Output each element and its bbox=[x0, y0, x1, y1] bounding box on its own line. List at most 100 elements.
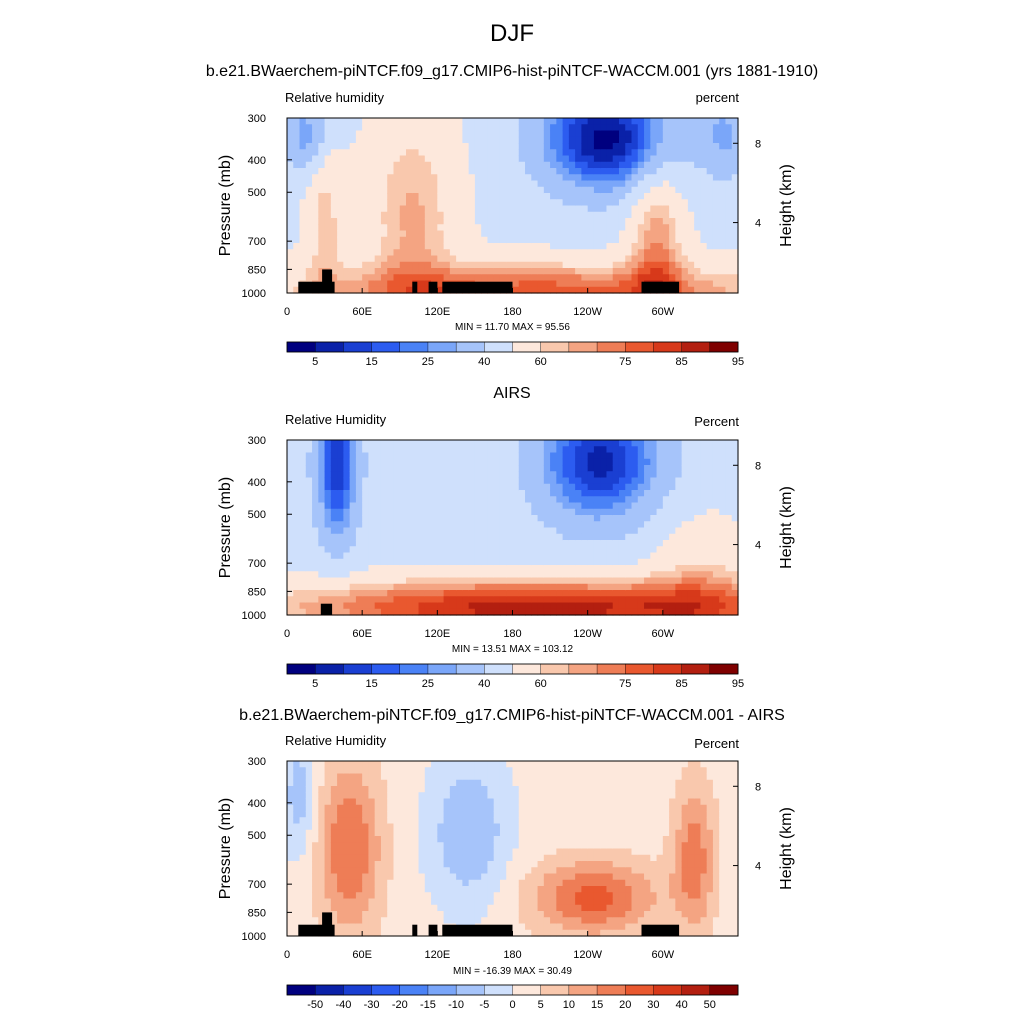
heatmap-cell bbox=[719, 471, 727, 479]
heatmap-cell bbox=[406, 193, 413, 200]
heatmap-cell bbox=[587, 261, 595, 269]
heatmap-cell bbox=[362, 558, 370, 566]
heatmap-cell bbox=[481, 602, 489, 610]
heatmap-cell bbox=[637, 224, 645, 232]
heatmap-cell bbox=[287, 892, 294, 900]
heatmap-cell bbox=[393, 811, 401, 818]
heatmap-cell bbox=[406, 236, 413, 244]
heatmap-cell bbox=[669, 471, 676, 479]
heatmap-cell bbox=[330, 521, 338, 529]
heatmap-cell bbox=[543, 224, 551, 232]
heatmap-cell bbox=[399, 483, 407, 491]
heatmap-cell bbox=[462, 143, 470, 150]
heatmap-cell bbox=[468, 268, 476, 275]
heatmap-cell bbox=[568, 255, 576, 263]
heatmap-cell bbox=[481, 508, 489, 516]
heatmap-cell bbox=[424, 886, 432, 893]
heatmap-cell bbox=[387, 180, 395, 188]
heatmap-cell bbox=[393, 193, 401, 200]
heatmap-cell bbox=[725, 571, 733, 579]
heatmap-cell bbox=[362, 471, 370, 479]
heatmap-cell bbox=[418, 854, 426, 862]
heatmap-cell bbox=[518, 224, 526, 232]
heatmap-cell bbox=[349, 268, 357, 275]
heatmap-cell bbox=[293, 798, 301, 806]
heatmap-cell bbox=[474, 211, 482, 219]
heatmap-cell bbox=[287, 861, 294, 868]
heatmap-cell bbox=[499, 546, 507, 554]
heatmap-cell bbox=[587, 533, 595, 541]
heatmap-cell bbox=[374, 811, 382, 818]
heatmap-cell bbox=[330, 836, 338, 843]
heatmap-cell bbox=[305, 577, 313, 585]
heatmap-cell bbox=[305, 149, 313, 157]
heatmap-cell bbox=[474, 186, 482, 194]
heatmap-cell bbox=[525, 440, 532, 447]
heatmap-cell bbox=[387, 608, 395, 616]
heatmap-cell bbox=[312, 205, 319, 213]
heatmap-cell bbox=[343, 268, 351, 275]
heatmap-cell bbox=[612, 527, 620, 535]
heatmap-cell bbox=[512, 477, 520, 485]
heatmap-cell bbox=[456, 155, 463, 163]
heatmap-cell bbox=[506, 483, 514, 491]
heatmap-cell bbox=[362, 496, 370, 504]
heatmap-cell bbox=[431, 886, 438, 893]
heatmap-cell bbox=[349, 521, 357, 529]
heatmap-cell bbox=[625, 533, 633, 541]
heatmap-cell bbox=[406, 811, 413, 818]
heatmap-cell bbox=[299, 917, 307, 925]
heatmap-cell bbox=[518, 602, 526, 610]
heatmap-cell bbox=[374, 842, 382, 850]
heatmap-cell bbox=[380, 552, 388, 560]
heatmap-cell bbox=[368, 786, 376, 793]
y-tick-label: 500 bbox=[248, 509, 266, 521]
heatmap-cell bbox=[299, 540, 307, 547]
heatmap-cell bbox=[675, 515, 683, 522]
heatmap-cell bbox=[712, 452, 720, 460]
heatmap-cell bbox=[600, 161, 608, 169]
heatmap-cell bbox=[581, 458, 589, 466]
heatmap-cell bbox=[600, 596, 608, 604]
heatmap-cell bbox=[312, 174, 319, 182]
heatmap-cell bbox=[694, 502, 702, 510]
heatmap-cell bbox=[412, 193, 420, 200]
heatmap-cell bbox=[512, 533, 520, 541]
heatmap-cell bbox=[406, 124, 413, 132]
heatmap-cell bbox=[687, 508, 695, 516]
heatmap-cell bbox=[362, 879, 370, 887]
heatmap-cell bbox=[287, 811, 294, 818]
heatmap-cell bbox=[562, 446, 570, 454]
heatmap-cell bbox=[644, 205, 651, 213]
heatmap-cell bbox=[437, 873, 445, 881]
heatmap-cell bbox=[468, 249, 476, 257]
heatmap-cell bbox=[437, 892, 445, 900]
heatmap-cell bbox=[587, 446, 595, 454]
heatmap-cell bbox=[606, 458, 614, 466]
heatmap-cell bbox=[387, 186, 395, 194]
heatmap-cell bbox=[606, 130, 614, 138]
heatmap-cell bbox=[355, 923, 363, 931]
heatmap-cell bbox=[456, 761, 463, 768]
heatmap-cell bbox=[293, 811, 301, 818]
heatmap-cell bbox=[374, 848, 382, 856]
heatmap-cell bbox=[374, 558, 382, 566]
heatmap-cell bbox=[675, 136, 683, 144]
heatmap-cell bbox=[406, 155, 413, 163]
heatmap-cell bbox=[606, 558, 614, 566]
heatmap-cell bbox=[700, 161, 708, 169]
heatmap-cell bbox=[349, 886, 357, 893]
heatmap-cell bbox=[593, 136, 601, 144]
heatmap-cell bbox=[481, 218, 489, 225]
heatmap-cell bbox=[568, 583, 576, 591]
heatmap-cell bbox=[380, 496, 388, 504]
heatmap-cell bbox=[719, 521, 727, 529]
heatmap-cell bbox=[687, 155, 695, 163]
heatmap-cell bbox=[406, 577, 413, 585]
heatmap-cell bbox=[525, 249, 532, 257]
heatmap-cell bbox=[525, 224, 532, 232]
heatmap-cell bbox=[681, 571, 689, 579]
heatmap-cell bbox=[393, 804, 401, 812]
heatmap-cell bbox=[581, 261, 589, 269]
heatmap-cell bbox=[424, 596, 432, 604]
